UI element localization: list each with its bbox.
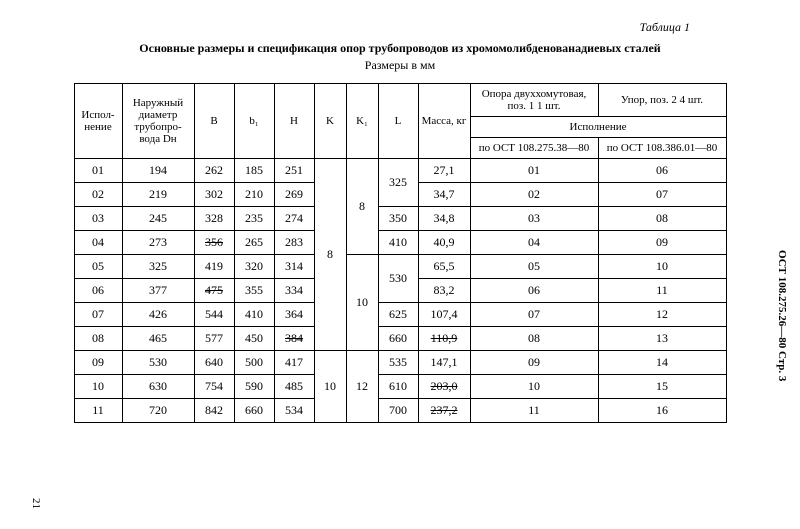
page-subtitle: Размеры в мм (30, 58, 770, 73)
table-label: Таблица 1 (30, 20, 770, 35)
spec-table: Испол- нение Наружный диаметр трубопро- … (74, 83, 727, 423)
table-row: 03 245 328 235 274 350 34,8 03 08 (74, 207, 726, 231)
side-doc-ref: ОСТ 108.275.26—80 Стр. 3 (776, 250, 788, 381)
th-ost1: по ОСТ 108.275.38—80 (470, 138, 598, 159)
table-row: 08 465 577 450 384 660 110,9 08 13 (74, 327, 726, 351)
th-mass: Масса, кг (418, 84, 470, 159)
table-row: 05 325 419 320 314 10 530 65,5 05 10 (74, 255, 726, 279)
th-clamp: Опора двуххомутовая, поз. 1 1 шт. (470, 84, 598, 117)
page-number: 21 (30, 498, 42, 509)
th-l: L (378, 84, 418, 159)
th-b: B (194, 84, 234, 159)
th-version: Исполнение (470, 117, 726, 138)
th-exec: Испол- нение (74, 84, 122, 159)
th-k1: K₁ (346, 84, 378, 159)
table-row: 11 720 842 660 534 700 237,2 11 16 (74, 399, 726, 423)
table-row: 04 273 356 265 283 410 40,9 04 09 (74, 231, 726, 255)
th-b1: b₁ (234, 84, 274, 159)
table-row: 10 630 754 590 485 610 203,0 10 15 (74, 375, 726, 399)
table-row: 09 530 640 500 417 10 12 535 147,1 09 14 (74, 351, 726, 375)
table-row: 07 426 544 410 364 625 107,4 07 12 (74, 303, 726, 327)
th-h: H (274, 84, 314, 159)
th-stop: Упор, поз. 2 4 шт. (598, 84, 726, 117)
th-dn: Наружный диаметр трубопро- вода Dн (122, 84, 194, 159)
th-k: K (314, 84, 346, 159)
table-row: 01 194 262 185 251 8 8 325 27,1 01 06 (74, 159, 726, 183)
page-title: Основные размеры и спецификация опор тру… (30, 41, 770, 56)
th-ost2: по ОСТ 108.386.01—80 (598, 138, 726, 159)
